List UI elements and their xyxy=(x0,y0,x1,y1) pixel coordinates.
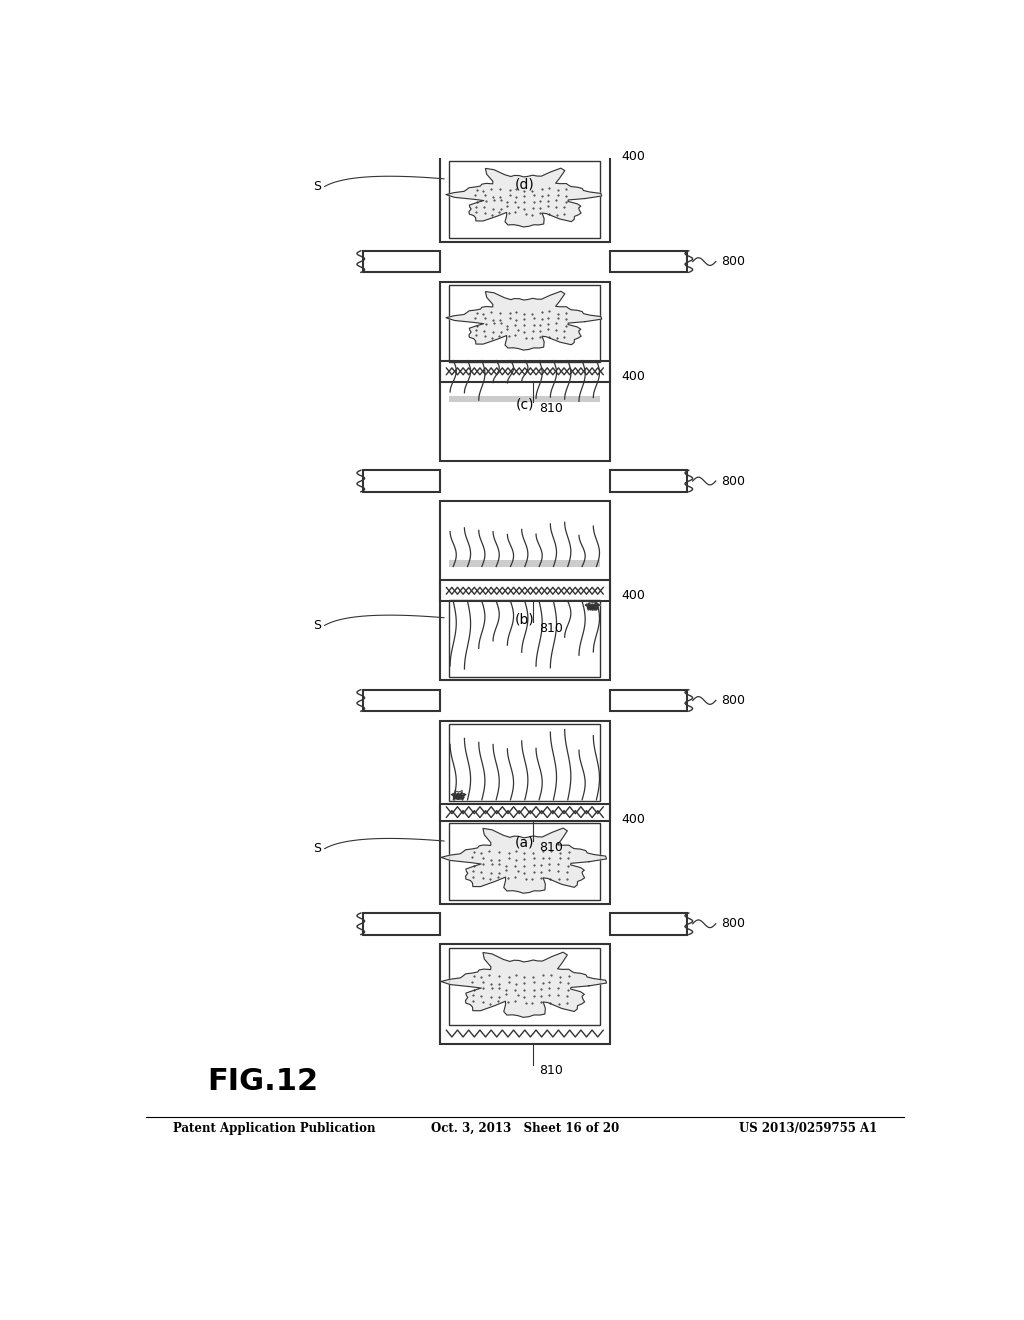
Text: 400: 400 xyxy=(621,813,645,825)
Text: (a): (a) xyxy=(515,836,535,850)
Text: FIG.12: FIG.12 xyxy=(208,1067,318,1096)
Text: 400: 400 xyxy=(621,150,645,164)
Text: (b): (b) xyxy=(515,612,535,627)
Polygon shape xyxy=(441,952,606,1018)
Bar xyxy=(450,725,600,801)
Text: 400: 400 xyxy=(621,589,645,602)
Bar xyxy=(450,948,600,1024)
Bar xyxy=(450,396,600,401)
Text: US 2013/0259755 A1: US 2013/0259755 A1 xyxy=(739,1122,878,1135)
Text: 400: 400 xyxy=(621,370,645,383)
Bar xyxy=(440,944,609,1044)
Text: (c): (c) xyxy=(515,397,535,411)
Bar xyxy=(440,281,609,381)
Polygon shape xyxy=(451,791,466,800)
Text: 800: 800 xyxy=(721,255,745,268)
Bar xyxy=(609,251,686,272)
Polygon shape xyxy=(585,601,600,610)
Bar xyxy=(450,599,600,677)
Text: (d): (d) xyxy=(515,178,535,191)
Bar xyxy=(364,251,440,272)
Text: 810: 810 xyxy=(539,1064,562,1077)
Bar xyxy=(440,502,609,601)
Text: Patent Application Publication: Patent Application Publication xyxy=(173,1122,376,1135)
Bar xyxy=(450,161,600,238)
Bar xyxy=(609,689,686,711)
Text: S: S xyxy=(312,180,321,193)
Bar xyxy=(440,721,609,821)
Text: 810: 810 xyxy=(539,841,562,854)
Polygon shape xyxy=(441,828,606,894)
Bar xyxy=(364,689,440,711)
Text: 800: 800 xyxy=(721,694,745,708)
Polygon shape xyxy=(446,168,602,227)
Bar xyxy=(609,470,686,492)
Text: 800: 800 xyxy=(721,474,745,487)
Text: 810: 810 xyxy=(539,622,562,635)
Bar xyxy=(440,141,609,242)
Text: Oct. 3, 2013   Sheet 16 of 20: Oct. 3, 2013 Sheet 16 of 20 xyxy=(431,1122,618,1135)
Polygon shape xyxy=(446,292,602,350)
Text: S: S xyxy=(312,619,321,632)
Text: 800: 800 xyxy=(721,917,745,931)
Text: S: S xyxy=(312,842,321,855)
Bar xyxy=(440,804,609,904)
Bar xyxy=(440,360,609,461)
Bar xyxy=(450,560,600,566)
Bar xyxy=(450,822,600,900)
Text: 810: 810 xyxy=(539,403,562,416)
Bar xyxy=(440,581,609,681)
Bar xyxy=(609,913,686,935)
Bar xyxy=(364,913,440,935)
Bar xyxy=(364,470,440,492)
Bar xyxy=(450,285,600,363)
